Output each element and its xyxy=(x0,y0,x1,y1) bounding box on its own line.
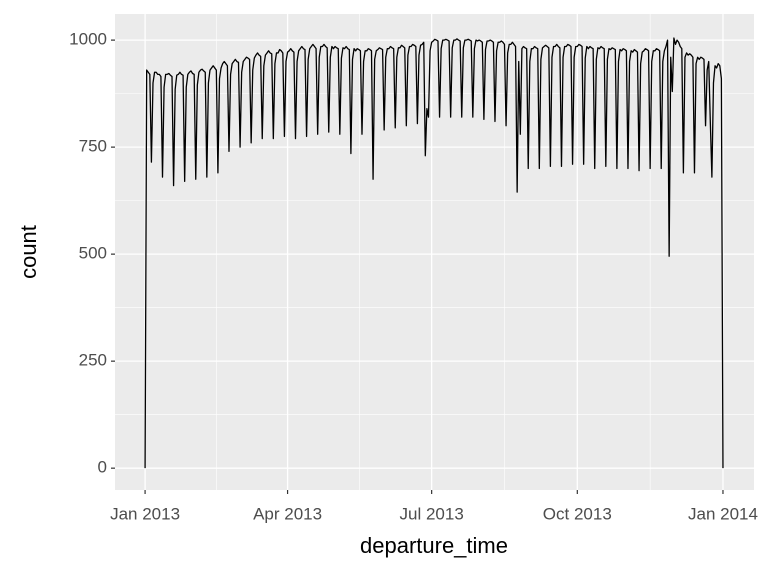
marks xyxy=(144,37,724,469)
panel xyxy=(115,14,754,490)
axes: 0 250 500 750 1000 Jan 2013 Apr 2013 Jul 2013 Oc… xyxy=(69,30,758,524)
y-tick-label: 0 xyxy=(98,458,107,477)
line-series xyxy=(144,37,724,469)
y-tick-label: 1000 xyxy=(69,30,107,49)
x-tick-label: Apr 2013 xyxy=(253,504,322,523)
y-tick-label: 750 xyxy=(79,137,107,156)
y-tick-label: 250 xyxy=(79,351,107,370)
y-tick-label: 500 xyxy=(79,244,107,263)
y-axis-title: count xyxy=(16,225,41,279)
x-tick-label: Jan 2014 xyxy=(688,504,758,523)
x-tick-label: Oct 2013 xyxy=(543,504,612,523)
x-tick-label: Jul 2013 xyxy=(400,504,464,523)
x-tick-label: Jan 2013 xyxy=(110,504,180,523)
x-axis-title: departure_time xyxy=(360,533,508,558)
